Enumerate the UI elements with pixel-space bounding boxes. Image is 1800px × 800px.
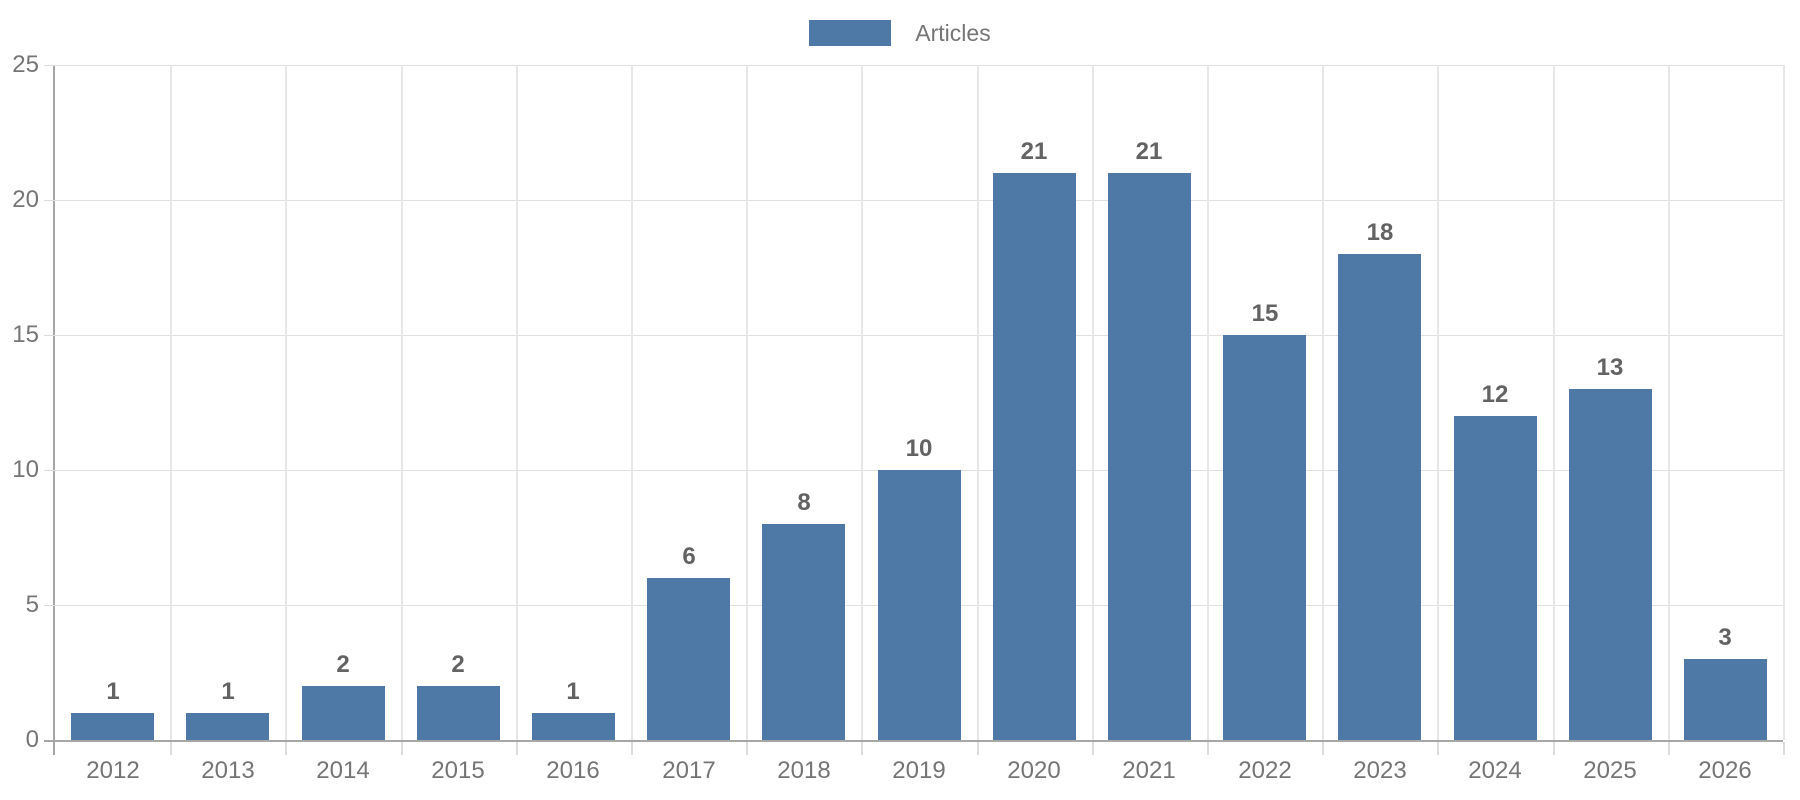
bar-value-label: 21: [1020, 138, 1048, 165]
y-axis-label: 20: [12, 186, 39, 213]
bar[interactable]: [1684, 659, 1767, 740]
x-axis-tick: [1092, 742, 1094, 755]
x-axis-label: 2015: [431, 757, 485, 784]
grid-line-vertical: [1783, 65, 1785, 740]
bar[interactable]: [417, 686, 500, 740]
bar[interactable]: [878, 470, 961, 740]
bar-value-label: 10: [905, 435, 933, 462]
y-axis-label: 15: [12, 321, 39, 348]
bar[interactable]: [186, 713, 269, 740]
grid-line-vertical: [631, 65, 633, 740]
bar-value-label: 6: [682, 543, 696, 570]
x-axis-tick: [401, 742, 403, 755]
grid-line-vertical: [1437, 65, 1439, 740]
grid-line-vertical: [516, 65, 518, 740]
bar[interactable]: [1569, 389, 1652, 740]
bar-value-label: 2: [336, 651, 350, 678]
y-axis-line: [53, 65, 55, 755]
bar-value-label: 21: [1135, 138, 1163, 165]
grid-line-vertical: [1207, 65, 1209, 740]
bar[interactable]: [647, 578, 730, 740]
bar[interactable]: [1223, 335, 1306, 740]
bar-value-label: 13: [1596, 354, 1624, 381]
x-axis-label: 2021: [1122, 757, 1176, 784]
y-axis-tick: [44, 65, 55, 66]
y-axis-label: 0: [25, 726, 39, 753]
y-axis-tick: [44, 335, 55, 336]
grid-line-horizontal: [55, 200, 1783, 201]
bar[interactable]: [762, 524, 845, 740]
bar[interactable]: [302, 686, 385, 740]
bar[interactable]: [993, 173, 1076, 740]
x-axis-tick: [285, 742, 287, 755]
bar[interactable]: [532, 713, 615, 740]
x-axis-label: 2016: [546, 757, 600, 784]
legend-label: Articles: [915, 19, 991, 46]
y-axis-tick: [44, 200, 55, 201]
y-axis-tick: [44, 605, 55, 606]
x-axis-tick: [170, 742, 172, 755]
x-axis-tick: [861, 742, 863, 755]
grid-line-horizontal: [55, 65, 1783, 66]
x-axis-tick: [1207, 742, 1209, 755]
x-axis-line: [44, 740, 1783, 742]
bar-value-label: 1: [106, 678, 120, 705]
x-axis-label: 2026: [1698, 757, 1752, 784]
y-axis-tick: [44, 470, 55, 471]
x-axis-label: 2022: [1238, 757, 1292, 784]
x-axis-tick: [1437, 742, 1439, 755]
y-axis-label: 25: [12, 51, 39, 78]
bar-value-label: 1: [221, 678, 235, 705]
grid-line-vertical: [861, 65, 863, 740]
x-axis-label: 2023: [1353, 757, 1407, 784]
bar[interactable]: [1454, 416, 1537, 740]
grid-line-vertical: [1668, 65, 1670, 740]
grid-line-vertical: [401, 65, 403, 740]
x-axis-tick: [1783, 742, 1785, 755]
legend-swatch: [809, 20, 892, 46]
bar-value-label: 2: [451, 651, 465, 678]
legend-item-articles[interactable]: Articles: [0, 19, 1800, 47]
x-axis-tick: [1668, 742, 1670, 755]
x-axis-label: 2025: [1583, 757, 1637, 784]
x-axis-label: 2018: [777, 757, 831, 784]
bar-value-label: 15: [1251, 300, 1279, 327]
grid-line-vertical: [285, 65, 287, 740]
x-axis-label: 2013: [201, 757, 255, 784]
x-axis-label: 2017: [662, 757, 716, 784]
x-axis-tick: [516, 742, 518, 755]
x-axis-tick: [746, 742, 748, 755]
grid-line-vertical: [1322, 65, 1324, 740]
bar-value-label: 3: [1718, 624, 1732, 651]
bar-value-label: 8: [797, 489, 811, 516]
y-axis-label: 10: [12, 456, 39, 483]
x-axis-label: 2024: [1468, 757, 1522, 784]
bar-value-label: 18: [1366, 219, 1394, 246]
x-axis-tick: [1322, 742, 1324, 755]
grid-line-vertical: [170, 65, 172, 740]
x-axis-label: 2020: [1007, 757, 1061, 784]
grid-line-horizontal: [55, 335, 1783, 336]
x-axis-tick: [1553, 742, 1555, 755]
x-axis-label: 2012: [86, 757, 140, 784]
x-axis-tick: [631, 742, 633, 755]
y-axis-label: 5: [25, 591, 39, 618]
grid-line-vertical: [1553, 65, 1555, 740]
x-axis-tick: [977, 742, 979, 755]
x-axis-label: 2019: [892, 757, 946, 784]
grid-line-vertical: [977, 65, 979, 740]
bar-value-label: 1: [566, 678, 580, 705]
bar[interactable]: [71, 713, 154, 740]
bar[interactable]: [1338, 254, 1421, 740]
x-axis-label: 2014: [316, 757, 370, 784]
bar-value-label: 12: [1481, 381, 1509, 408]
grid-line-vertical: [1092, 65, 1094, 740]
grid-line-vertical: [746, 65, 748, 740]
bar[interactable]: [1108, 173, 1191, 740]
